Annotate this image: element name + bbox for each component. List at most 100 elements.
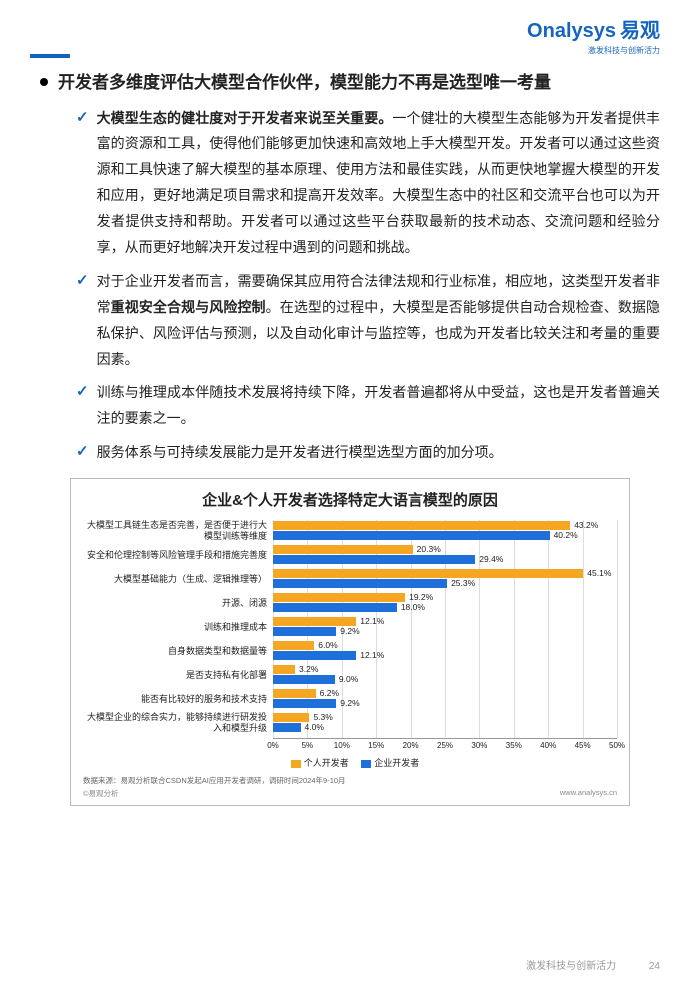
check-icon: ✓ [76,108,89,261]
bar-label: 大模型工具链生态是否完善，是否便于进行大模型训练等维度 [83,520,273,542]
bar-series2: 9.2% [273,627,336,636]
bar-label: 大模型基础能力（生成、逻辑推理等） [83,574,273,585]
bar-value: 20.3% [413,544,441,554]
list-item: ✓ 对于企业开发者而言，需要确保其应用符合法律法规和行业标准，相应地，这类型开发… [76,269,660,373]
legend-label-1: 个人开发者 [304,758,349,768]
bar-series2: 29.4% [273,555,475,564]
chart-area: 大模型工具链生态是否完善，是否便于进行大模型训练等维度43.2%40.2%安全和… [83,520,617,752]
legend-label-2: 企业开发者 [374,758,419,768]
bar-series1: 43.2% [273,521,570,530]
bullet-dot [40,78,48,86]
bar-series2: 40.2% [273,531,550,540]
chart-row: 训练和推理成本12.1%9.2% [83,616,617,638]
bar-label: 大模型企业的综合实力，能够持续进行研发投入和模型升级 [83,712,273,734]
bar-series1: 45.1% [273,569,583,578]
bar-value: 6.2% [316,688,339,698]
bar-value: 9.2% [336,626,359,636]
bar-series2: 4.0% [273,723,301,732]
axis-tick: 5% [302,741,314,750]
bar-label: 训练和推理成本 [83,622,273,633]
bar-label: 是否支持私有化部署 [83,670,273,681]
body-list: ✓ 大模型生态的健壮度对于开发者来说至关重要。一个健壮的大模型生态能够为开发者提… [76,106,660,467]
axis-tick: 35% [506,741,522,750]
bar-series2: 9.2% [273,699,336,708]
list-item: ✓ 大模型生态的健壮度对于开发者来说至关重要。一个健壮的大模型生态能够为开发者提… [76,106,660,261]
chart-row: 大模型企业的综合实力，能够持续进行研发投入和模型升级5.3%4.0% [83,712,617,734]
list-item: ✓ 服务体系与可持续发展能力是开发者进行模型选型方面的加分项。 [76,440,660,466]
chart-axis: 0%5%10%15%20%25%30%35%40%45%50% [83,738,617,752]
bar-label: 安全和伦理控制等风险管理手段和措施完善度 [83,550,273,561]
bar-series2: 9.0% [273,675,335,684]
chart-row: 能否有比较好的服务和技术支持6.2%9.2% [83,688,617,710]
check-icon: ✓ [76,382,89,432]
section-title: 开发者多维度评估大模型合作伙伴，模型能力不再是选型唯一考量 [40,70,660,96]
chart-row: 安全和伦理控制等风险管理手段和措施完善度20.3%29.4% [83,544,617,566]
bar-value: 5.3% [309,712,332,722]
bar-series2: 12.1% [273,651,356,660]
axis-tick: 25% [437,741,453,750]
chart-source: 数据来源：易观分析联合CSDN发起AI应用开发者调研，调研时间2024年9-10… [83,775,617,786]
paragraph: 训练与推理成本伴随技术发展将持续下降，开发者普遍都将从中受益，这也是开发者普遍关… [97,380,660,432]
bar-series2: 25.3% [273,579,447,588]
bar-value: 6.0% [314,640,337,650]
bar-label: 自身数据类型和数据量等 [83,646,273,657]
bar-value: 40.2% [550,530,578,540]
axis-tick: 20% [403,741,419,750]
chart-copyright: ©易观分析 [83,788,119,799]
axis-tick: 50% [609,741,625,750]
chart-row: 是否支持私有化部署3.2%9.0% [83,664,617,686]
bar-label: 开源、闭源 [83,598,273,609]
bar-series1: 3.2% [273,665,295,674]
bar-value: 9.2% [336,698,359,708]
bar-value: 29.4% [475,554,503,564]
bar-value: 18.0% [397,602,425,612]
bar-series1: 12.1% [273,617,356,626]
bar-value: 9.0% [335,674,358,684]
logo-tagline: 激发科技与创新活力 [527,45,660,56]
axis-tick: 30% [471,741,487,750]
axis-tick: 0% [267,741,279,750]
title-text: 开发者多维度评估大模型合作伙伴，模型能力不再是选型唯一考量 [58,70,551,96]
bar-series2: 18.0% [273,603,397,612]
axis-tick: 10% [334,741,350,750]
chart-row: 大模型工具链生态是否完善，是否便于进行大模型训练等维度43.2%40.2% [83,520,617,542]
bar-series1: 6.0% [273,641,314,650]
bar-value: 45.1% [583,568,611,578]
bar-value: 19.2% [405,592,433,602]
check-icon: ✓ [76,442,89,466]
bar-value: 4.0% [301,722,324,732]
bar-value: 25.3% [447,578,475,588]
chart-container: 企业&个人开发者选择特定大语言模型的原因 大模型工具链生态是否完善，是否便于进行… [70,478,630,806]
legend-swatch-1 [291,760,301,768]
page-number: 24 [649,961,660,972]
chart-row: 开源、闭源19.2%18.0% [83,592,617,614]
paragraph: 大模型生态的健壮度对于开发者来说至关重要。一个健壮的大模型生态能够为开发者提供丰… [97,106,660,261]
axis-tick: 15% [368,741,384,750]
bar-value: 12.1% [356,616,384,626]
bar-series1: 19.2% [273,593,405,602]
bar-value: 43.2% [570,520,598,530]
chart-footer: ©易观分析 www.analysys.cn [83,788,617,799]
footer-slogan: 激发科技与创新活力 [526,961,616,972]
page-footer: 激发科技与创新活力 24 [526,957,660,972]
paragraph: 对于企业开发者而言，需要确保其应用符合法律法规和行业标准，相应地，这类型开发者非… [97,269,660,373]
logo-en: Onalysys [527,20,616,42]
brand-logo: Onalysys易观 激发科技与创新活力 [527,14,660,56]
chart-title: 企业&个人开发者选择特定大语言模型的原因 [83,489,617,510]
bar-series1: 20.3% [273,545,413,554]
logo-cn: 易观 [620,20,660,42]
list-item: ✓ 训练与推理成本伴随技术发展将持续下降，开发者普遍都将从中受益，这也是开发者普… [76,380,660,432]
paragraph: 服务体系与可持续发展能力是开发者进行模型选型方面的加分项。 [97,440,503,466]
chart-url: www.analysys.cn [560,788,617,799]
axis-tick: 40% [540,741,556,750]
chart-row: 自身数据类型和数据量等6.0%12.1% [83,640,617,662]
bar-value: 12.1% [356,650,384,660]
accent-bar [30,54,70,58]
chart-legend: 个人开发者 企业开发者 [83,756,617,769]
chart-row: 大模型基础能力（生成、逻辑推理等）45.1%25.3% [83,568,617,590]
bar-value: 3.2% [295,664,318,674]
bar-series1: 5.3% [273,713,309,722]
chart-rows: 大模型工具链生态是否完善，是否便于进行大模型训练等维度43.2%40.2%安全和… [83,520,617,734]
axis-tick: 45% [575,741,591,750]
legend-swatch-2 [361,760,371,768]
